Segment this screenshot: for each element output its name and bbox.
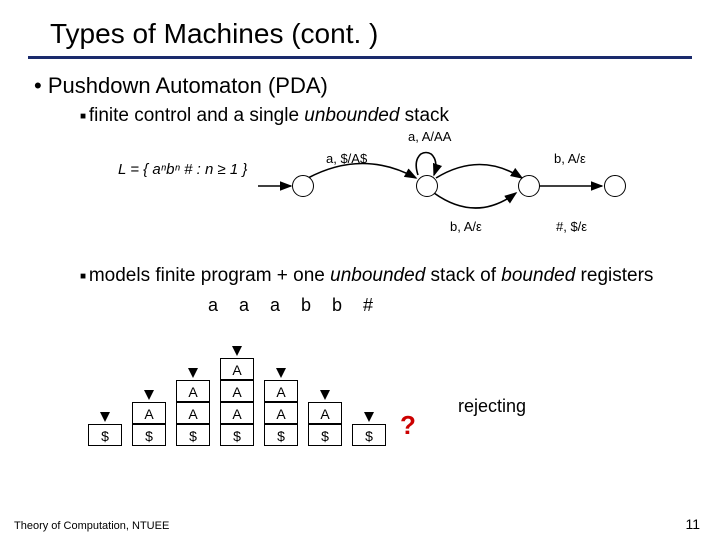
title-underline: [28, 56, 692, 59]
text-italic: bounded: [501, 265, 575, 286]
label-top-loop: a, A/AA: [408, 129, 451, 144]
text: models finite program + one: [89, 265, 330, 286]
stack-cell: A: [132, 402, 166, 424]
stack-arrow-icon: [276, 368, 286, 378]
state-q3: [604, 175, 626, 197]
stack-cell: $: [308, 424, 342, 446]
state-q1: [416, 175, 438, 197]
bullet-pda: Pushdown Automaton (PDA): [28, 73, 692, 99]
label-bottom: b, A/ε: [450, 219, 482, 234]
stack-cell: A: [220, 358, 254, 380]
text: finite control and a single: [89, 105, 304, 126]
state-q2: [518, 175, 540, 197]
stack-cell: $: [352, 424, 386, 446]
text: stack: [399, 105, 449, 126]
text-italic: unbounded: [304, 105, 399, 126]
stack-cell: A: [176, 402, 210, 424]
bullet-finite-control: finite control and a single unbounded st…: [28, 105, 692, 127]
stack-cell: A: [308, 402, 342, 424]
stack-cell: A: [176, 380, 210, 402]
stack-cell: $: [88, 424, 122, 446]
state-q0: [292, 175, 314, 197]
stack-arrow-icon: [188, 368, 198, 378]
text: stack of: [425, 265, 501, 286]
label-right-arc: b, A/ε: [554, 151, 586, 166]
stack-arrow-icon: [232, 346, 242, 356]
slide-number: 11: [685, 516, 700, 532]
stack-cell: A: [220, 402, 254, 424]
text: registers: [575, 265, 653, 286]
rejecting-label: rejecting: [458, 396, 526, 417]
stack-cell: $: [264, 424, 298, 446]
stack-cell: A: [264, 380, 298, 402]
stack-arrow-icon: [320, 390, 330, 400]
stack-arrow-icon: [144, 390, 154, 400]
input-tape: a a a b b #: [208, 295, 692, 316]
question-mark: ?: [400, 410, 416, 441]
stack-arrow-icon: [364, 412, 374, 422]
stack-cell: $: [132, 424, 166, 446]
stack-arrow-icon: [100, 412, 110, 422]
label-left-arc: a, $/A$: [326, 151, 367, 166]
footer-left: Theory of Computation, NTUEE: [14, 520, 169, 532]
stack-cell: A: [220, 380, 254, 402]
bullet-models: models finite program + one unbounded st…: [28, 265, 692, 287]
label-far-right: #, $/ε: [556, 219, 587, 234]
stack-cell: A: [264, 402, 298, 424]
slide-title: Types of Machines (cont. ): [28, 18, 692, 54]
stack-diagram: ? rejecting $A$AA$AAA$AA$A$$: [88, 328, 692, 458]
text-italic: unbounded: [330, 265, 425, 286]
stack-cell: $: [176, 424, 210, 446]
pda-diagram: L = { aⁿbⁿ # : n ≥ 1 } a, A/AA a: [118, 131, 692, 261]
stack-cell: $: [220, 424, 254, 446]
